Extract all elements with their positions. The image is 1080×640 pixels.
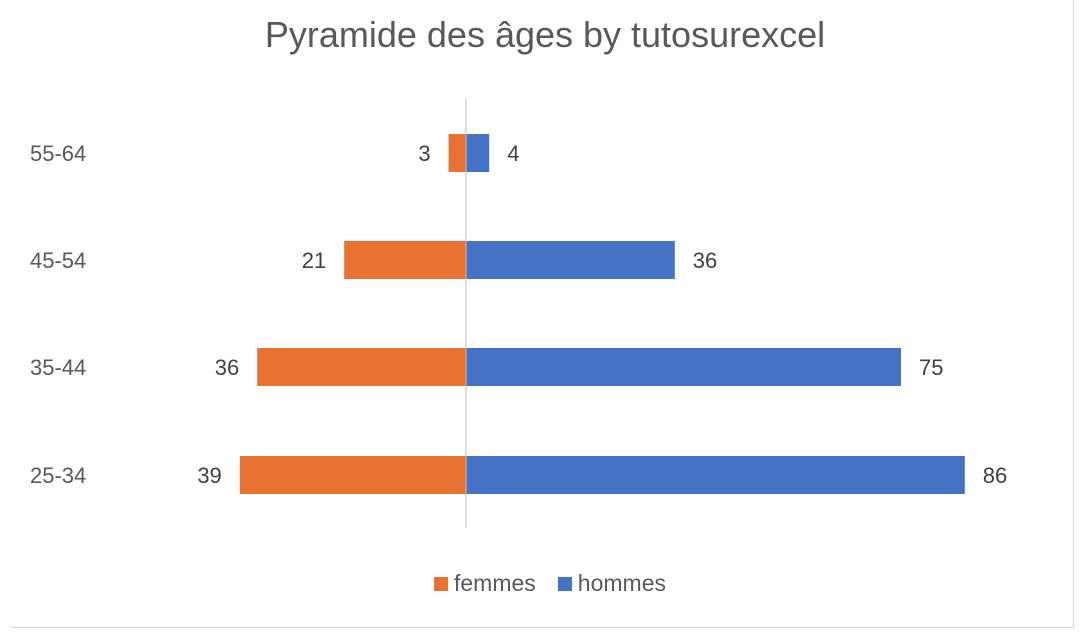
legend-item-femmes[interactable]: femmes bbox=[434, 570, 536, 597]
bar-femmes bbox=[344, 241, 466, 279]
bar-hommes bbox=[466, 456, 965, 494]
chart-area[interactable] bbox=[10, 0, 1074, 628]
legend-label: hommes bbox=[577, 570, 666, 596]
chart-title: Pyramide des âges by tutosurexcel bbox=[264, 14, 826, 55]
data-label-hommes: 4 bbox=[507, 141, 519, 166]
legend-label: femmes bbox=[454, 570, 536, 596]
data-label-femmes: 39 bbox=[197, 463, 221, 488]
legend-swatch bbox=[434, 576, 448, 591]
category-label: 45-54 bbox=[30, 248, 86, 273]
bar-hommes bbox=[466, 241, 675, 279]
bar-hommes bbox=[466, 348, 901, 386]
bar-femmes bbox=[239, 456, 466, 494]
chart-legend: femmes hommes bbox=[0, 570, 1080, 597]
data-label-femmes: 21 bbox=[302, 248, 326, 273]
category-label: 35-44 bbox=[30, 355, 86, 380]
data-label-femmes: 3 bbox=[418, 141, 430, 166]
data-label-hommes: 36 bbox=[693, 248, 717, 273]
data-label-femmes: 36 bbox=[215, 355, 239, 380]
category-label: 55-64 bbox=[30, 141, 86, 166]
data-label-hommes: 75 bbox=[919, 355, 943, 380]
bar-femmes bbox=[257, 348, 466, 386]
legend-item-hommes[interactable]: hommes bbox=[557, 570, 666, 597]
data-label-hommes: 86 bbox=[983, 463, 1007, 488]
category-label: 25-34 bbox=[30, 463, 86, 488]
bar-femmes bbox=[448, 134, 466, 172]
bar-hommes bbox=[466, 134, 490, 172]
legend-swatch bbox=[557, 576, 572, 591]
